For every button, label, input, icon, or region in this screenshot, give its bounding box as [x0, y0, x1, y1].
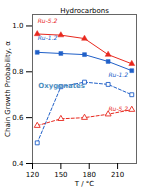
- svg-text:Ru-1.2: Ru-1.2: [108, 71, 128, 78]
- svg-text:Hydrocarbons: Hydrocarbons: [60, 7, 109, 15]
- svg-text:0.4: 0.4: [12, 160, 24, 168]
- svg-text:0.6: 0.6: [12, 114, 24, 122]
- svg-text:210: 210: [111, 171, 124, 179]
- svg-text:1.0: 1.0: [12, 22, 23, 30]
- svg-text:180: 180: [83, 171, 96, 179]
- svg-text:Ru-5.2: Ru-5.2: [38, 17, 58, 24]
- svg-text:Oxygenates: Oxygenates: [38, 82, 85, 90]
- svg-text:0.8: 0.8: [12, 68, 23, 76]
- svg-text:Chain Growth Probability, α: Chain Growth Probability, α: [4, 41, 12, 137]
- svg-text:150: 150: [54, 171, 67, 179]
- svg-text:Ru-1.2: Ru-1.2: [38, 34, 58, 41]
- svg-text:T / °C: T / °C: [74, 180, 95, 188]
- svg-text:Ru-5.2: Ru-5.2: [108, 105, 128, 112]
- svg-text:120: 120: [26, 171, 39, 179]
